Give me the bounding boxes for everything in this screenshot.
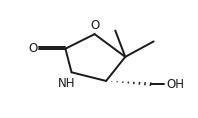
Text: O: O (29, 42, 38, 55)
Text: NH: NH (57, 77, 75, 90)
Text: O: O (90, 19, 99, 32)
Text: OH: OH (166, 78, 184, 91)
